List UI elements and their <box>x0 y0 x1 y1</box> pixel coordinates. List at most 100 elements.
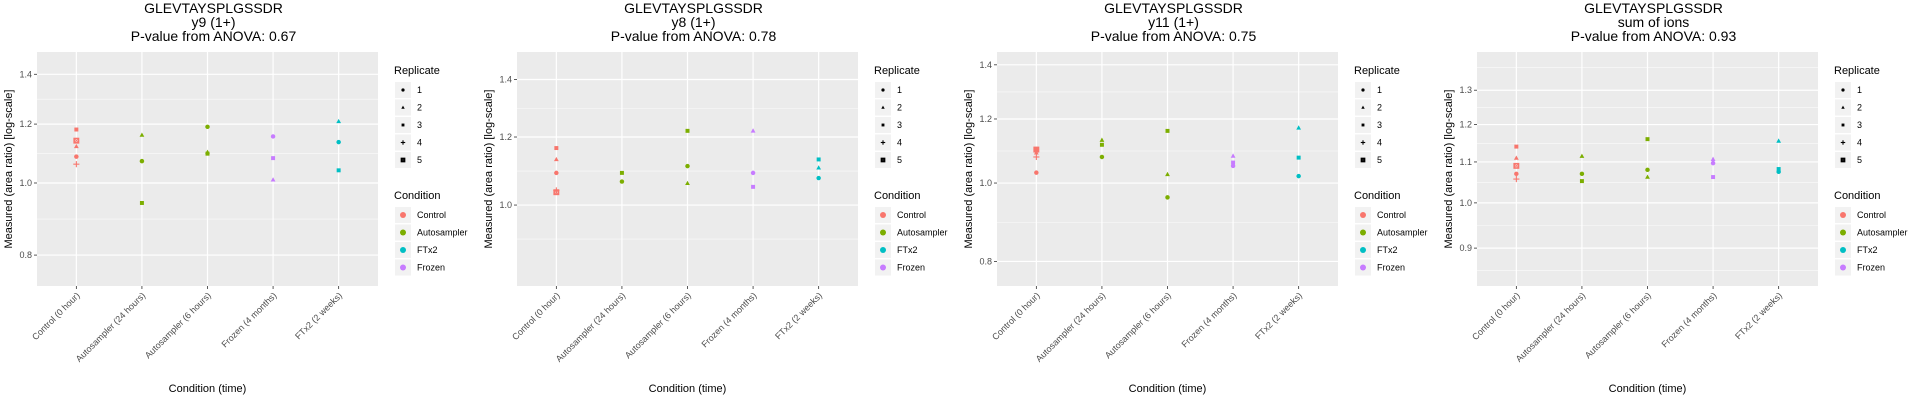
legend-label-replicate: 3 <box>897 120 902 130</box>
y-tick-label: 0.8 <box>979 256 992 266</box>
data-point <box>73 143 79 149</box>
chart-panel: GLEVTAYSPLGSSDR sum of ions P-value from A… <box>1440 0 1920 400</box>
legend-symbol-boxed-x <box>400 157 406 163</box>
legend-label-replicate: 3 <box>1857 120 1862 130</box>
data-point <box>1099 142 1104 147</box>
legend-color-swatch <box>400 247 406 253</box>
x-tick-label: Autosampler (24 hours) <box>1034 290 1108 364</box>
legend-label-replicate: 5 <box>1857 155 1862 165</box>
chart-title: GLEVTAYSPLGSSDR <box>1584 0 1723 16</box>
legend-title-condition: Condition <box>874 190 920 202</box>
legend-color-swatch <box>1360 229 1366 236</box>
legend-label-condition: FTx2 <box>1377 245 1398 255</box>
x-tick-label: Frozen (4 months) <box>699 290 758 349</box>
legend-color-swatch <box>880 212 886 218</box>
data-point <box>73 137 80 144</box>
data-point <box>205 151 210 156</box>
x-tick-label: FTx2 (2 weeks) <box>293 290 344 341</box>
legend-symbol-boxed-x <box>1840 157 1846 163</box>
legend-symbol-square <box>881 123 885 127</box>
chart-title: GLEVTAYSPLGSSDR <box>144 0 283 16</box>
legend-symbol-cross <box>400 140 406 145</box>
y-tick-label: 1.4 <box>499 74 512 84</box>
data-point <box>816 175 821 181</box>
legend-color-swatch <box>400 212 406 218</box>
y-tick-label: 1.2 <box>1459 120 1472 130</box>
y-tick-label: 1.0 <box>499 200 512 210</box>
x-tick-label: Autosampler (24 hours) <box>1514 290 1588 364</box>
legend-label-replicate: 1 <box>1857 85 1862 95</box>
legend-color-swatch <box>1360 212 1366 218</box>
y-tick-label: 1.2 <box>979 114 992 124</box>
legend-label-replicate: 2 <box>897 103 902 113</box>
data-point <box>139 158 145 164</box>
legend-color-swatch <box>400 264 406 271</box>
data-point <box>1231 160 1236 165</box>
data-points <box>1513 137 1782 184</box>
data-point <box>816 165 822 170</box>
legend-title-replicate: Replicate <box>394 65 440 77</box>
legend-label-replicate: 3 <box>1377 120 1382 130</box>
y-tick-label: 1.4 <box>19 69 32 79</box>
x-tick-label: Frozen (4 months) <box>1659 290 1718 349</box>
x-tick-label: Autosampler (6 hours) <box>1583 290 1653 360</box>
data-point <box>336 118 342 124</box>
legend-color-swatch <box>1360 264 1366 271</box>
chart-title: GLEVTAYSPLGSSDR <box>624 0 763 16</box>
data-point <box>139 132 145 137</box>
legend-title-replicate: Replicate <box>1354 65 1400 77</box>
y-tick-label: 0.8 <box>19 250 32 260</box>
legend-symbol-cross <box>1360 140 1366 145</box>
data-point <box>1710 160 1716 166</box>
legend-label-condition: FTx2 <box>897 245 918 255</box>
chart-subtitle: y11 (1+) <box>1148 14 1199 30</box>
x-tick-label: Autosampler (24 hours) <box>74 290 148 364</box>
legend-label-replicate: 2 <box>417 103 422 113</box>
data-point <box>139 201 144 205</box>
data-point <box>1711 175 1716 180</box>
legend-label-replicate: 3 <box>417 120 422 130</box>
legend-title-condition: Condition <box>394 190 440 202</box>
legend-label-condition: Frozen <box>1857 263 1885 273</box>
legend-label-replicate: 2 <box>1857 103 1862 113</box>
legend-title-condition: Condition <box>1354 190 1400 202</box>
y-tick-label: 1.0 <box>1459 198 1472 208</box>
legend-title-condition: Condition <box>1834 190 1880 202</box>
legend-label-replicate: 5 <box>1377 155 1382 165</box>
legend-label-replicate: 5 <box>417 155 422 165</box>
chart-subtitle: y9 (1+) <box>192 14 236 30</box>
legend-symbol-square <box>1841 123 1845 127</box>
y-tick-label: 1.4 <box>979 60 992 70</box>
data-point <box>1514 144 1519 149</box>
data-point <box>1513 162 1520 169</box>
data-point <box>1579 153 1585 158</box>
x-tick-label: FTx2 (2 weeks) <box>773 290 824 341</box>
legend-title-replicate: Replicate <box>1834 65 1880 77</box>
legend-label-condition: Autosampler <box>417 228 468 238</box>
legend-color-swatch <box>880 229 886 236</box>
data-point <box>1296 155 1301 160</box>
legend-symbol-triangle <box>1361 105 1365 109</box>
x-tick-label: Frozen (4 months) <box>1179 290 1238 349</box>
legend-label-condition: Control <box>897 210 926 220</box>
data-point <box>685 128 690 133</box>
legend-symbol-cross <box>880 140 886 145</box>
data-point <box>1776 167 1781 172</box>
x-tick-label: Control (0 hour) <box>30 290 82 342</box>
data-point <box>336 168 341 173</box>
data-point <box>1165 171 1170 177</box>
x-tick-label: Autosampler (6 hours) <box>143 290 213 360</box>
legend-symbol-square <box>401 123 405 127</box>
data-point <box>1230 153 1236 158</box>
chart-panel: GLEVTAYSPLGSSDR y9 (1+) P-value from ANOVA… <box>0 0 480 400</box>
chart-panel: GLEVTAYSPLGSSDR y8 (1+) P-value from ANOVA… <box>480 0 960 400</box>
data-point <box>1033 153 1040 161</box>
legend-color-swatch <box>1360 247 1366 253</box>
legend-label-condition: Autosampler <box>1857 228 1908 238</box>
y-tick-label: 0.9 <box>1459 243 1472 253</box>
legend-symbol-triangle <box>881 105 885 109</box>
